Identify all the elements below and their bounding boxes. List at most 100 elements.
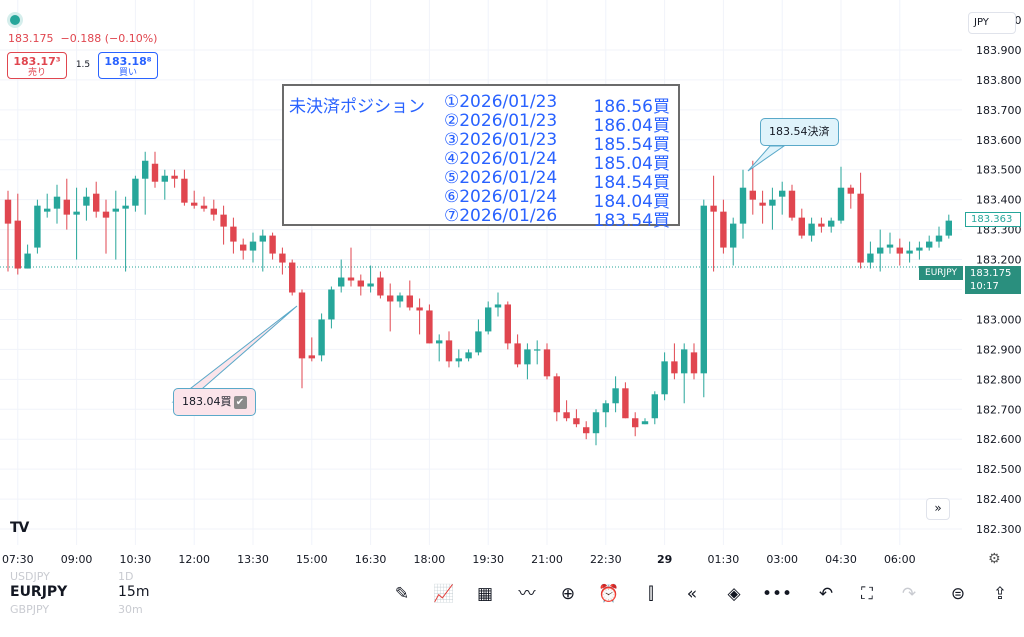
candle [543,343,551,380]
more-icon[interactable]: ••• [762,584,793,604]
candle-body [122,205,129,209]
candle-body [445,340,453,362]
currency-selector[interactable]: JPY [968,12,1016,34]
candle [739,169,747,239]
candle-body [710,205,717,212]
symbol-next[interactable]: GBPJPY [10,603,50,616]
candle-body [387,295,394,302]
candle [945,214,952,239]
candle [710,175,717,272]
candle-body [328,289,335,320]
symbol-price-label: EURJPY [919,266,963,280]
undo-icon[interactable]: ↶ [818,584,834,604]
candle-body [543,349,551,377]
candle [171,169,178,188]
candle-body [730,223,737,248]
candle [269,232,276,260]
candle-body [641,421,649,425]
y-tick-label: 182.700 [976,403,1022,416]
open-positions-box: 未決済ポジション ①2026/01/23 186.56買 ②2026/01/23 1… [282,84,680,231]
candle-body [93,193,100,212]
position-row: ⑤2026/01/24 184.54買 [444,168,670,193]
candle [132,175,139,212]
candle-body [367,283,374,287]
y-tick-label: 182.800 [976,373,1022,386]
candle [720,199,727,254]
candle [779,181,786,215]
buy-entry-callout[interactable]: 183.04買 ✔ [173,388,256,416]
candle [641,418,649,425]
x-tick-label: 07:30 [2,553,34,566]
replay-icon[interactable]: « [686,584,698,604]
candle-body [259,235,266,242]
layers-icon[interactable]: ◈ [727,584,741,604]
compare-icon[interactable]: 〰 [518,584,536,604]
candle-body [534,349,541,351]
candle-body [200,205,208,209]
fullscreen-icon[interactable]: ⛶ [861,584,873,604]
tradingview-logo-icon: TV [10,520,29,536]
candle [230,217,237,254]
candle [504,301,511,350]
watchlist-add-icon[interactable]: ⊜ [950,584,966,604]
candle [700,199,707,398]
x-tick-label: 22:30 [590,553,622,566]
candle-body [632,418,639,428]
sell-button[interactable]: 183.17³ 売り [7,52,67,79]
candle-body [181,178,188,203]
x-tick-label: 29 [657,553,672,566]
candle-body [945,220,952,236]
candle-body [426,310,433,344]
candle [602,400,609,428]
candle [14,193,21,275]
candle-body [485,307,492,332]
symbol-current[interactable]: EURJPY [10,584,68,600]
timeframe-prev[interactable]: 1D [118,570,134,583]
candle-body [720,211,727,248]
candle-body [514,343,521,365]
x-tick-label: 01:30 [708,553,740,566]
position-row: ④2026/01/24 185.04買 [444,149,670,174]
grid-icon[interactable]: ▦ [476,584,494,604]
timeframe-current[interactable]: 15m [118,584,150,600]
candle-type-icon[interactable]: ⫿ [648,584,654,604]
symbol-prev[interactable]: USDJPY [10,570,50,583]
candle [279,247,286,275]
candle [935,226,943,248]
candle [53,184,61,224]
gear-icon[interactable]: ⚙ [988,551,1001,567]
candle [788,184,796,221]
alert-icon[interactable]: ⏰ [598,584,620,604]
candle [122,196,129,272]
candle [632,412,639,437]
candle [690,343,698,380]
candle-body [661,361,668,395]
add-icon[interactable]: ⊕ [560,584,576,604]
share-icon[interactable]: ⇪ [992,584,1008,604]
candle-body [671,361,678,374]
y-tick-label: 183.900 [976,44,1022,57]
candle-body [44,208,51,212]
candle-body [612,388,619,404]
x-tick-label: 15:00 [296,553,328,566]
close-callout[interactable]: 183.54決済 [760,118,839,146]
candle-body [240,244,247,251]
candle [524,343,531,380]
buy-button[interactable]: 183.18⁸ 買い [98,52,158,79]
candle-body [877,247,884,254]
chevron-right-icon[interactable]: » [926,498,950,520]
candle [612,376,619,413]
indicator-icon[interactable]: 📈 [433,584,455,604]
candle-body [926,241,933,248]
candle [818,217,825,233]
pen-icon[interactable]: ✎ [394,584,410,604]
candle [847,184,854,209]
timeframe-next[interactable]: 30m [118,603,143,616]
x-tick-label: 12:00 [178,553,210,566]
redo-icon[interactable]: ↷ [901,584,917,604]
candle [406,280,413,311]
candle [249,232,257,263]
candle-body [171,175,178,179]
candle [886,232,894,254]
y-tick-label: 182.600 [976,433,1022,446]
